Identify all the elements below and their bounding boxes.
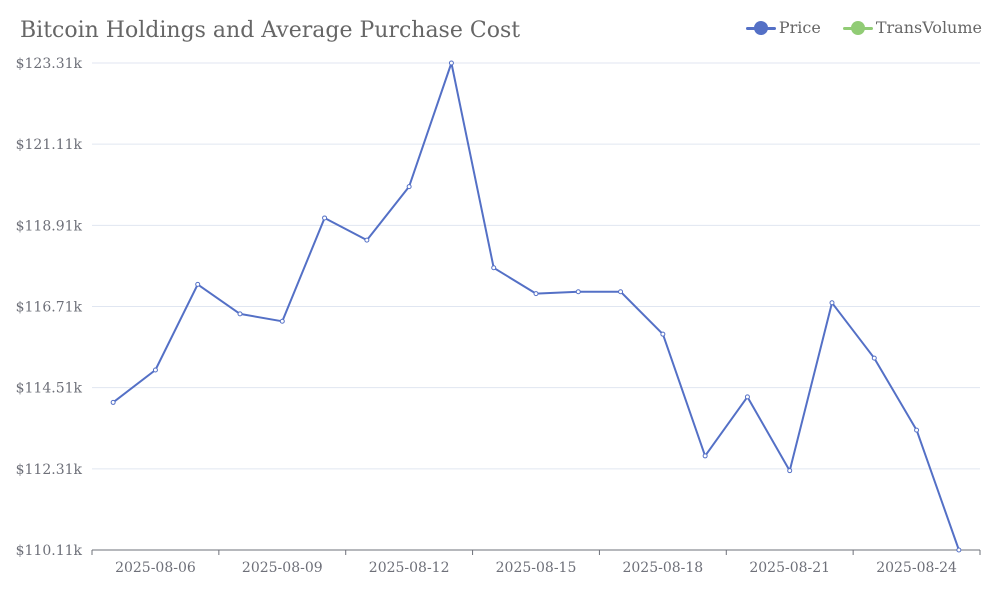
data-point — [533, 291, 539, 297]
y-tick-label: $112.31k — [16, 462, 83, 478]
data-point — [448, 60, 454, 66]
data-point — [956, 547, 962, 553]
data-point — [364, 237, 370, 243]
legend-price-label: Price — [778, 18, 821, 37]
x-tick-label: 2025-08-15 — [496, 560, 577, 576]
data-point — [702, 453, 708, 459]
data-point — [914, 427, 920, 433]
chart-title: Bitcoin Holdings and Average Purchase Co… — [20, 18, 521, 43]
x-tick-label: 2025-08-12 — [369, 560, 450, 576]
data-point — [237, 311, 243, 317]
legend-price-swatch-icon — [745, 20, 776, 35]
data-point — [491, 265, 497, 271]
x-tick-label: 2025-08-18 — [622, 560, 703, 576]
data-point — [871, 355, 877, 361]
chart-legend: Price TransVolume — [745, 18, 982, 37]
legend-item-price[interactable]: Price — [745, 18, 821, 37]
data-point — [575, 289, 581, 295]
y-tick-label: $118.91k — [16, 218, 83, 234]
y-tick-label: $110.11k — [16, 543, 83, 559]
data-point — [279, 318, 285, 324]
x-tick-label: 2025-08-06 — [115, 560, 196, 576]
data-point — [829, 300, 835, 306]
data-point — [152, 367, 158, 373]
data-point — [744, 394, 750, 400]
y-tick-label: $116.71k — [16, 300, 83, 316]
legend-transvolume-label: TransVolume — [875, 18, 982, 37]
x-tick-label: 2025-08-21 — [749, 560, 830, 576]
data-point — [406, 184, 412, 190]
x-tick-label: 2025-08-09 — [242, 560, 323, 576]
legend-item-transvolume[interactable]: TransVolume — [842, 18, 982, 37]
legend-transvolume-swatch-icon — [842, 20, 873, 35]
y-tick-label: $121.11k — [16, 137, 83, 153]
x-tick-label: 2025-08-24 — [876, 560, 957, 576]
data-point — [110, 399, 116, 405]
data-point — [618, 289, 624, 295]
data-point — [660, 331, 666, 337]
data-point — [195, 281, 201, 287]
data-point — [322, 215, 328, 221]
data-point — [787, 468, 793, 474]
y-tick-label: $114.51k — [16, 381, 83, 397]
y-tick-label: $123.31k — [16, 56, 83, 72]
